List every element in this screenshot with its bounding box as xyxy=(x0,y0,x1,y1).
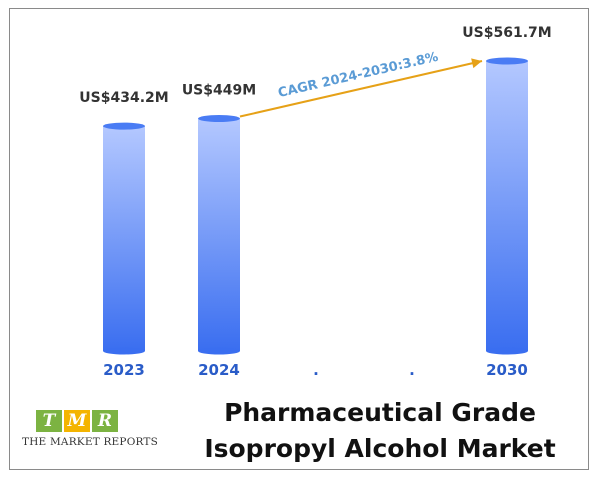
x-tick-label: . xyxy=(409,361,415,379)
bar-body xyxy=(198,118,240,351)
cagr-arrow-line xyxy=(239,60,483,118)
data-label: US$434.2M xyxy=(79,90,168,106)
logo-subtitle: THE MARKET REPORTS xyxy=(22,436,159,448)
bar-body xyxy=(103,126,145,352)
bar-body xyxy=(486,61,528,351)
company-logo: T M R THE MARKET REPORTS xyxy=(22,410,172,460)
bar: US$561.7M xyxy=(462,25,552,355)
bar-base xyxy=(103,347,145,355)
bar-cap xyxy=(103,122,145,130)
x-tick-label: 2024 xyxy=(198,361,240,379)
logo-letter: R xyxy=(92,410,118,432)
bar-cap xyxy=(198,115,240,123)
x-tick-label: . xyxy=(313,361,319,379)
chart-title-line-1: Pharmaceutical Grade xyxy=(224,398,536,427)
bar-cap xyxy=(486,57,528,65)
cagr-arrow-head xyxy=(471,58,482,69)
logo-letter: T xyxy=(36,410,62,432)
x-tick-label: 2030 xyxy=(486,361,528,379)
logo-letter: M xyxy=(64,410,90,432)
bar-base xyxy=(486,347,528,355)
chart-frame xyxy=(9,8,589,470)
bar: US$449M xyxy=(182,83,256,355)
chart-title-line-2: Isopropyl Alcohol Market xyxy=(204,434,556,463)
x-tick-label: 2023 xyxy=(103,361,145,379)
bar-base xyxy=(198,347,240,355)
data-label: US$449M xyxy=(182,83,256,99)
bar: US$434.2M xyxy=(79,90,169,355)
data-label: US$561.7M xyxy=(462,25,551,41)
